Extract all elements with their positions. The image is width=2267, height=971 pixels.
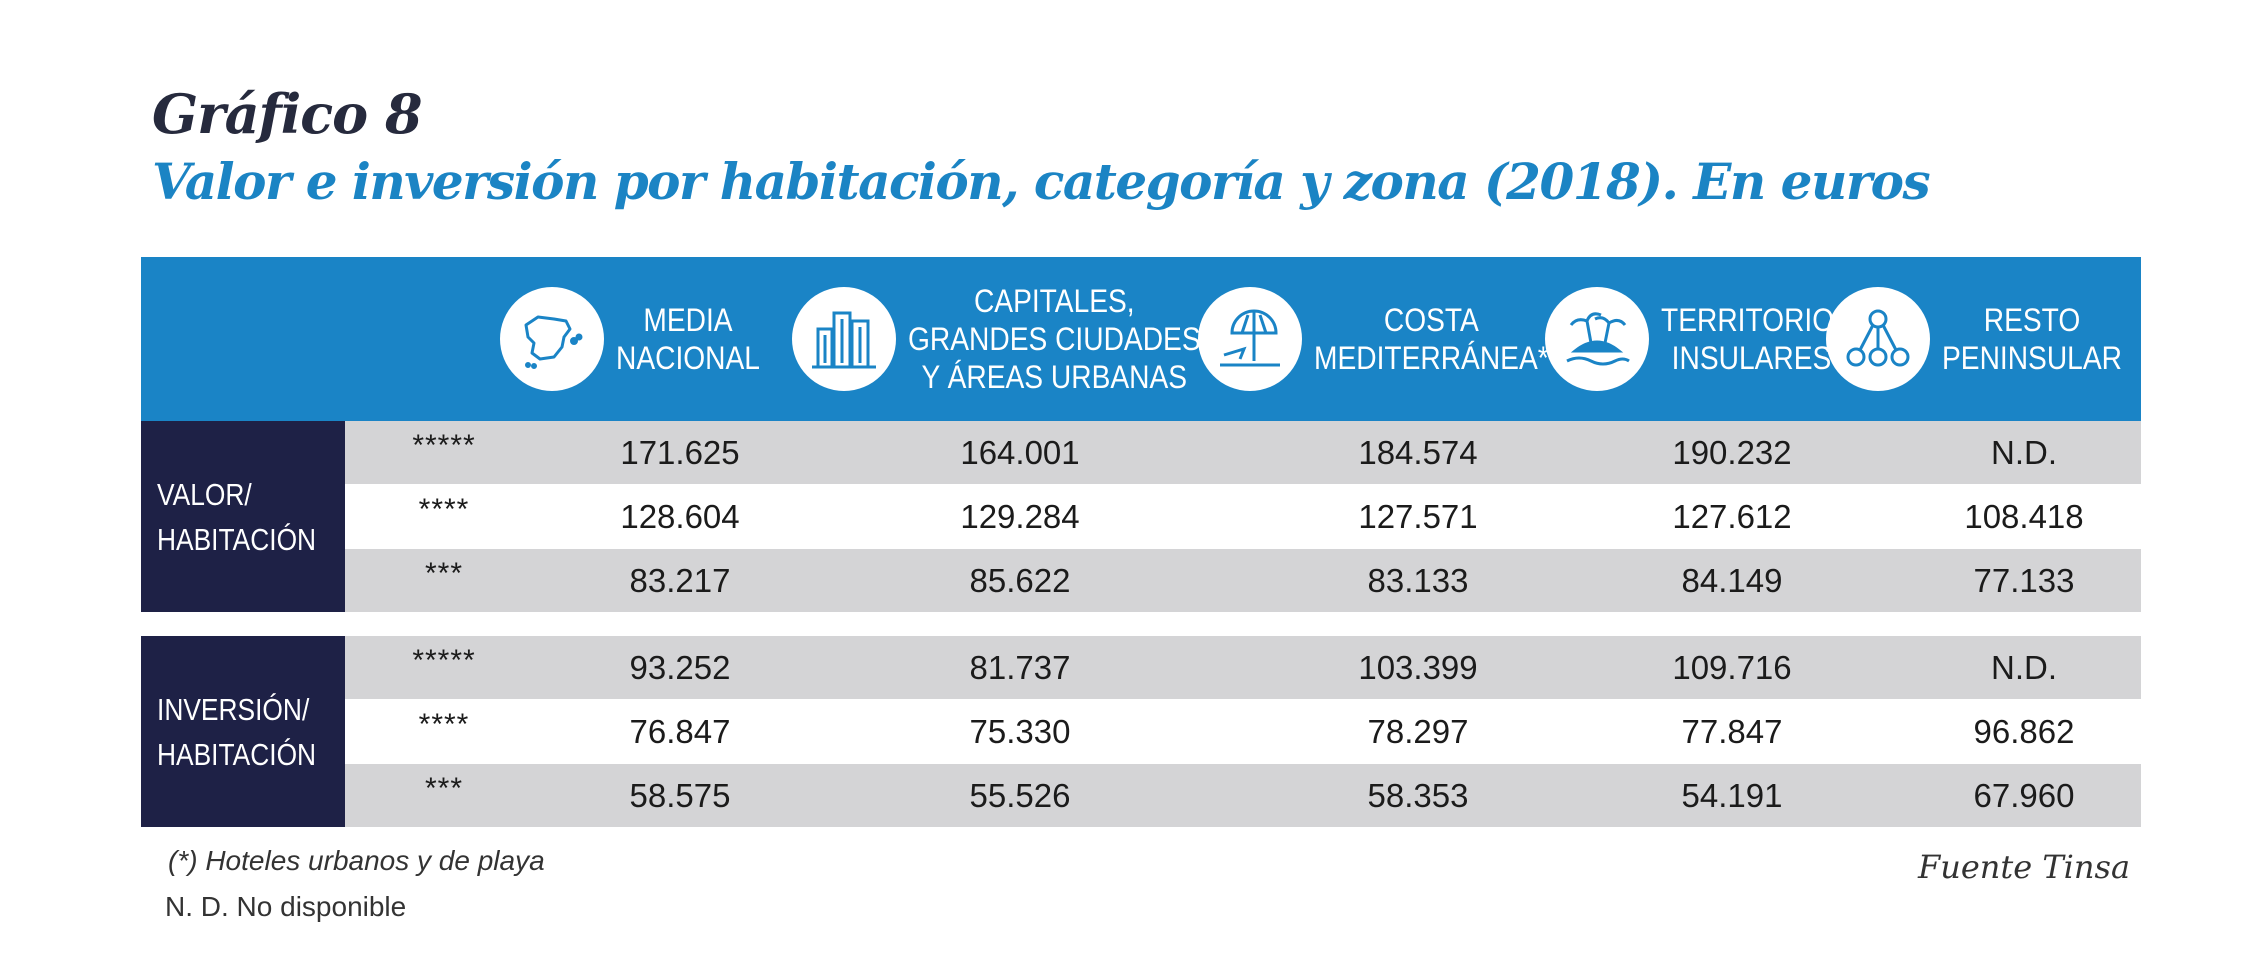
column-header: TERRITORIOS INSULARES* <box>1545 257 1879 421</box>
table-cell: 77.847 <box>1681 713 1783 750</box>
network-nodes-icon <box>1826 287 1930 391</box>
table-cell: 190.232 <box>1672 434 1792 471</box>
table-cell: 127.612 <box>1672 498 1792 535</box>
chart-subtitle: Valor e inversión por habitación, catego… <box>152 152 1931 211</box>
table-row <box>345 636 2141 699</box>
table-cell: N.D. <box>1991 649 2057 686</box>
column-header-line: NACIONAL <box>616 340 760 376</box>
footnote-hotels: (*) Hoteles urbanos y de playa <box>168 845 545 876</box>
source-label: Fuente Tinsa <box>1918 848 2131 886</box>
table-cell: 76.847 <box>629 713 731 750</box>
table-cell: 127.571 <box>1358 498 1478 535</box>
column-header-label: RESTO PENINSULAR <box>1942 301 2122 377</box>
column-header: COSTA MEDITERRÁNEA* <box>1198 257 1581 421</box>
table-cell: 75.330 <box>969 713 1071 750</box>
category-stars: *** <box>424 772 464 805</box>
table-cell: 96.862 <box>1973 713 2075 750</box>
table-cell: 58.353 <box>1367 777 1469 814</box>
column-header-line: RESTO <box>1983 302 2081 338</box>
category-stars: ***** <box>412 429 476 462</box>
table-cell: 184.574 <box>1358 434 1478 471</box>
spain-map-icon <box>500 287 604 391</box>
column-header: RESTO PENINSULAR <box>1826 257 2147 421</box>
row-group-label: VALOR/HABITACIÓN <box>141 421 345 612</box>
buildings-icon <box>792 287 896 391</box>
column-header-line: Y ÁREAS URBANAS <box>921 359 1188 395</box>
row-group-label-line: INVERSIÓN/ <box>157 691 310 727</box>
table-header-band <box>141 257 2141 421</box>
table-row <box>345 485 2141 548</box>
chart-title: Gráfico 8 <box>152 82 423 146</box>
column-header-line: CAPITALES, <box>973 283 1135 319</box>
table-cell: 58.575 <box>629 777 731 814</box>
row-group-label-line: HABITACIÓN <box>157 736 317 772</box>
table-cell: N.D. <box>1991 434 2057 471</box>
category-stars: ***** <box>412 644 476 677</box>
table-cell: 78.297 <box>1367 713 1469 750</box>
column-header: MEDIA NACIONAL <box>500 257 780 421</box>
table-cell: 77.133 <box>1973 562 2075 599</box>
column-header: CAPITALES, GRANDES CIUDADES Y ÁREAS URBANA… <box>792 257 1241 421</box>
table-row <box>345 764 2141 827</box>
table-cell: 84.149 <box>1681 562 1783 599</box>
row-group-label-line: HABITACIÓN <box>157 521 317 557</box>
table-cell: 55.526 <box>969 777 1071 814</box>
column-header-label: MEDIA NACIONAL <box>616 301 760 377</box>
table-cell: 164.001 <box>960 434 1080 471</box>
column-header-label: TERRITORIOS INSULARES* <box>1661 301 1853 377</box>
column-header-line: MEDITERRÁNEA* <box>1314 340 1549 376</box>
table-cell: 83.217 <box>629 562 731 599</box>
table-row <box>345 421 2141 484</box>
category-stars: *** <box>424 557 464 590</box>
column-header-line: GRANDES CIUDADES <box>908 321 1201 357</box>
column-header-line: TERRITORIOS <box>1661 302 1853 338</box>
table-cell: 109.716 <box>1672 649 1792 686</box>
table-cell: 93.252 <box>629 649 731 686</box>
table-cell: 108.418 <box>1964 498 2084 535</box>
column-header-label: CAPITALES, GRANDES CIUDADES Y ÁREAS URBANA… <box>908 282 1201 396</box>
category-stars: **** <box>418 493 470 526</box>
column-header-line: MEDIA <box>643 302 733 338</box>
table-cell: 81.737 <box>969 649 1071 686</box>
table-cell: 67.960 <box>1973 777 2075 814</box>
table-cell: 83.133 <box>1367 562 1469 599</box>
table-cell: 103.399 <box>1358 649 1478 686</box>
island-icon <box>1545 287 1649 391</box>
row-group-label-line: VALOR/ <box>157 476 252 512</box>
column-header-line: PENINSULAR <box>1942 340 2122 376</box>
table-row <box>345 549 2141 612</box>
row-group-label: INVERSIÓN/HABITACIÓN <box>141 636 345 827</box>
footnote-nd: N. D. No disponible <box>165 891 407 922</box>
category-stars: **** <box>418 708 470 741</box>
table-cell: 128.604 <box>620 498 740 535</box>
table-cell: 85.622 <box>969 562 1071 599</box>
column-header-line: COSTA <box>1383 302 1479 338</box>
table-row <box>345 700 2141 763</box>
table-cell: 129.284 <box>960 498 1080 535</box>
table-cell: 54.191 <box>1681 777 1783 814</box>
column-header-line: INSULARES* <box>1671 340 1843 376</box>
column-header-label: COSTA MEDITERRÁNEA* <box>1314 301 1549 377</box>
beach-umbrella-icon <box>1198 287 1302 391</box>
table-cell: 171.625 <box>620 434 740 471</box>
